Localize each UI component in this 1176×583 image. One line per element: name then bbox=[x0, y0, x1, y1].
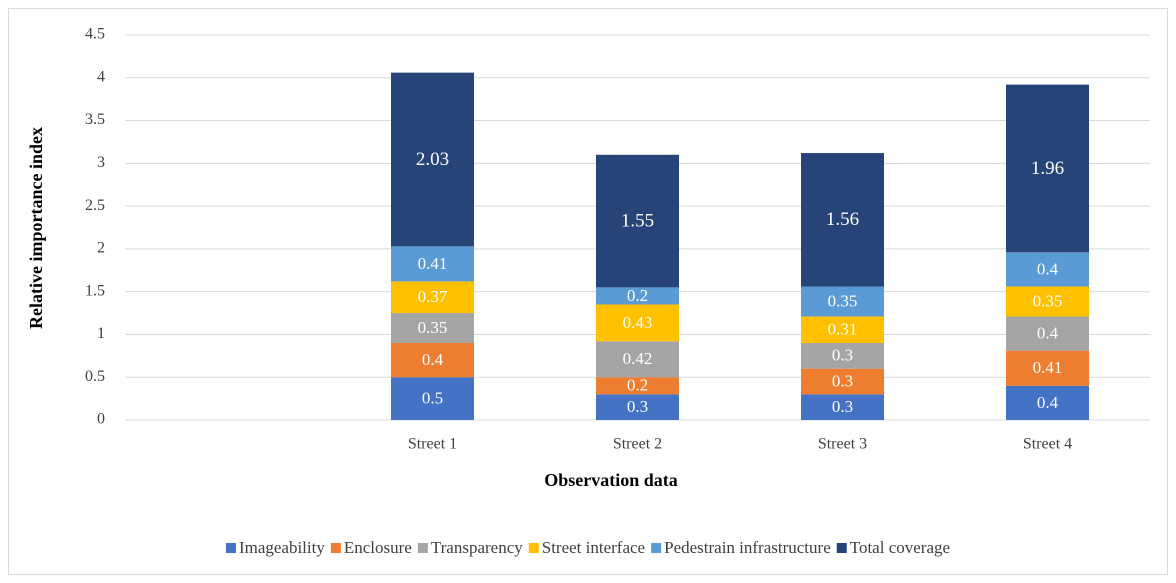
bar-segment bbox=[801, 316, 884, 343]
legend-label: Total coverage bbox=[850, 538, 950, 557]
bar-segment bbox=[391, 246, 474, 282]
legend-marker bbox=[417, 543, 428, 553]
y-tick-label: 4 bbox=[97, 68, 105, 85]
legend-marker bbox=[651, 543, 662, 553]
data-label: 0.43 bbox=[623, 313, 653, 332]
data-label: 2.03 bbox=[416, 149, 449, 170]
data-label: 0.3 bbox=[832, 397, 853, 416]
bar-segment bbox=[1006, 385, 1089, 420]
data-label: 0.2 bbox=[627, 286, 648, 305]
y-tick-label: 0.5 bbox=[85, 368, 105, 385]
data-label: 1.56 bbox=[826, 209, 859, 230]
data-label: 0.42 bbox=[623, 349, 653, 368]
y-tick-label: 2.5 bbox=[85, 197, 105, 214]
data-label: 0.3 bbox=[832, 371, 853, 390]
bar-segment bbox=[596, 304, 679, 342]
data-label: 0.4 bbox=[422, 350, 444, 369]
legend-label: Street interface bbox=[542, 538, 645, 557]
legend-label: Pedestrain infrastructure bbox=[664, 538, 831, 557]
y-tick-label: 3.5 bbox=[85, 111, 105, 128]
y-tick-label: 1.5 bbox=[85, 282, 105, 299]
data-label: 0.2 bbox=[627, 376, 648, 395]
bar-segment bbox=[1006, 84, 1089, 253]
data-label: 0.41 bbox=[1033, 358, 1063, 377]
y-tick-label: 2 bbox=[97, 240, 105, 257]
y-tick-label: 1 bbox=[97, 325, 105, 342]
bar-segment bbox=[391, 343, 474, 378]
legend-label: Transparency bbox=[431, 538, 523, 557]
legend-marker bbox=[836, 543, 847, 553]
bar-segment bbox=[801, 394, 884, 420]
legend-label: Enclosure bbox=[344, 538, 412, 557]
data-label: 0.37 bbox=[418, 287, 448, 306]
data-label: 0.4 bbox=[1037, 259, 1059, 278]
bar-segment bbox=[596, 377, 679, 395]
x-tick-label: Street 1 bbox=[408, 436, 457, 453]
y-axis-title: Relative importance index bbox=[26, 127, 46, 329]
y-tick-label: 4.5 bbox=[85, 26, 105, 43]
bar-segment bbox=[801, 153, 884, 287]
data-label: 0.35 bbox=[1033, 291, 1063, 310]
x-tick-label: Street 4 bbox=[1023, 436, 1072, 453]
data-label: 0.5 bbox=[422, 389, 443, 408]
bar-segment bbox=[1006, 286, 1089, 317]
bar-segment bbox=[391, 281, 474, 314]
y-tick-label: 0 bbox=[97, 411, 105, 428]
bar-segment bbox=[391, 313, 474, 343]
bar-segment bbox=[1006, 252, 1089, 287]
bar-segment bbox=[1006, 316, 1089, 351]
data-label: 1.55 bbox=[621, 210, 654, 231]
bar-segment bbox=[801, 368, 884, 395]
data-label: 0.4 bbox=[1037, 393, 1059, 412]
bar-segment bbox=[596, 394, 679, 420]
bar-segment bbox=[801, 286, 884, 317]
bar-segment bbox=[596, 287, 679, 305]
y-tick-label: 3 bbox=[97, 154, 105, 171]
x-axis-title: Observation data bbox=[544, 470, 678, 490]
data-label: 0.31 bbox=[828, 320, 858, 339]
bar-segment bbox=[596, 341, 679, 378]
data-label: 0.35 bbox=[418, 318, 448, 337]
legend-label: Imageability bbox=[239, 538, 325, 557]
data-label: 1.96 bbox=[1031, 158, 1064, 179]
legend-marker bbox=[330, 543, 341, 553]
x-tick-label: Street 3 bbox=[818, 436, 867, 453]
bar-segment bbox=[801, 343, 884, 369]
bar-segment bbox=[391, 72, 474, 247]
bar-segment bbox=[1006, 350, 1089, 386]
legend-marker bbox=[528, 543, 539, 553]
bar-segment bbox=[391, 377, 474, 420]
bar-segment bbox=[596, 154, 679, 288]
legend-marker bbox=[225, 543, 236, 553]
data-label: 0.3 bbox=[627, 397, 648, 416]
data-label: 0.35 bbox=[828, 291, 858, 310]
data-label: 0.3 bbox=[832, 346, 853, 365]
data-label: 0.4 bbox=[1037, 323, 1059, 342]
data-label: 0.41 bbox=[418, 254, 448, 273]
x-tick-label: Street 2 bbox=[613, 436, 662, 453]
